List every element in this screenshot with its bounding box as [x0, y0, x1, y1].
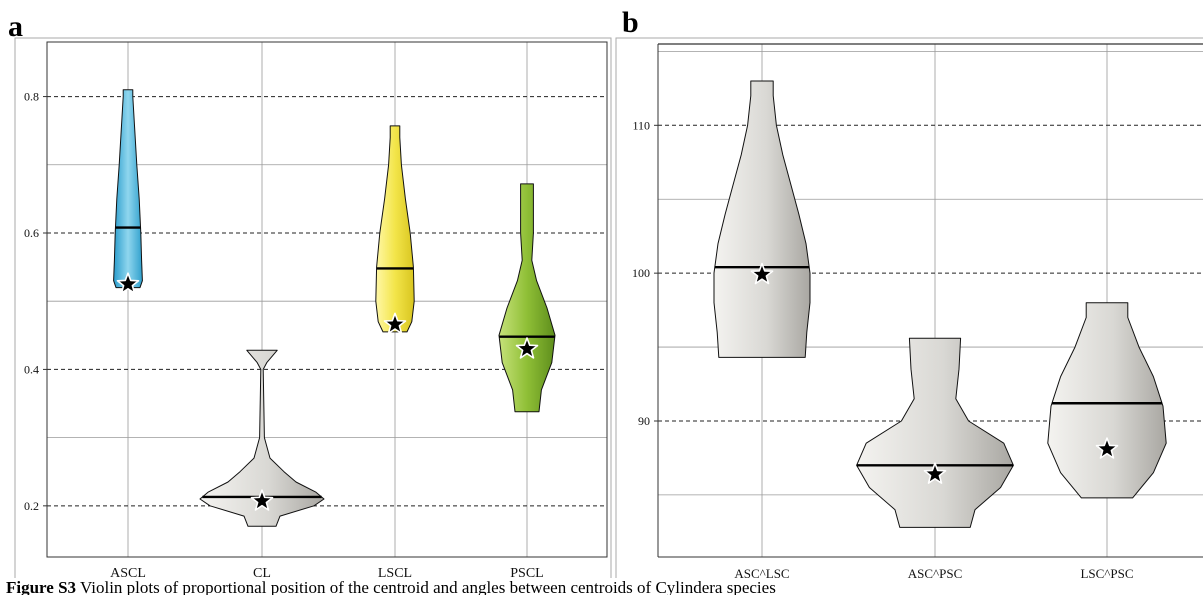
violin-body	[713, 80, 811, 358]
figure-caption: Figure S3 Violin plots of proportional p…	[6, 578, 1196, 595]
panel-a-x-labels: ASCLCHLCLCHLLSCLCHLPSCLCHL	[110, 566, 544, 578]
x-tick-label: LSC^PSC	[1080, 566, 1133, 578]
panel-b-violins	[713, 80, 1167, 528]
violin-mean-star	[1095, 437, 1119, 459]
x-tick-label-numerator: ASCL	[110, 566, 146, 578]
violin-body	[199, 349, 325, 527]
figure: a 0.2 0.4 0.6 0.8 ASCLCHLCLCHLLSCLCHLPSCLCH…	[8, 6, 1203, 578]
panel-a-frame	[14, 37, 612, 578]
panel-a-plot-area	[46, 41, 608, 558]
violin-body	[375, 125, 415, 333]
panel-b-frame	[615, 37, 1203, 578]
y-tick-label: 90	[638, 414, 650, 428]
panel-a-violins	[113, 89, 556, 527]
violin-body	[856, 337, 1014, 528]
violin-body	[113, 89, 143, 289]
panel-b-y-ticks: 90 100 110	[632, 118, 658, 428]
panel-b: b 90 100 110 ASC^LSC ASC^PSC LSC^PSC	[615, 6, 1203, 578]
x-tick-label-numerator: CL	[253, 566, 271, 578]
violin-body	[1047, 302, 1167, 499]
y-tick-label: 0.8	[24, 90, 39, 104]
violin-body	[498, 183, 556, 413]
x-tick-label-numerator: PSCL	[510, 566, 543, 578]
panel-a-label: a	[8, 10, 23, 43]
x-tick-label-numerator: LSCL	[378, 566, 412, 578]
panel-b-label: b	[622, 6, 639, 39]
violin-mean-star	[383, 312, 407, 335]
y-tick-label: 0.2	[24, 499, 39, 513]
caption-text: Violin plots of proportional position of…	[76, 578, 776, 595]
violin-mean-star	[116, 272, 140, 294]
y-tick-label: 100	[632, 266, 650, 280]
x-tick-label: ASC^LSC	[734, 566, 789, 578]
y-tick-label: 110	[632, 118, 650, 132]
caption-prefix: Figure S3	[6, 578, 77, 595]
violin-mean-star	[250, 489, 274, 511]
violin-mean-star	[750, 262, 774, 285]
x-tick-label: ASC^PSC	[908, 566, 963, 578]
panel-b-x-labels: ASC^LSC ASC^PSC LSC^PSC	[734, 566, 1133, 578]
panel-a: a 0.2 0.4 0.6 0.8 ASCLCHLCLCHLLSCLCHLPSCLCH…	[8, 10, 612, 578]
violin-mean-star	[515, 337, 539, 359]
y-tick-label: 0.6	[24, 226, 39, 240]
violin-mean-star	[923, 462, 947, 484]
y-tick-label: 0.4	[24, 362, 39, 376]
panel-a-y-ticks: 0.2 0.4 0.6 0.8	[24, 90, 47, 513]
